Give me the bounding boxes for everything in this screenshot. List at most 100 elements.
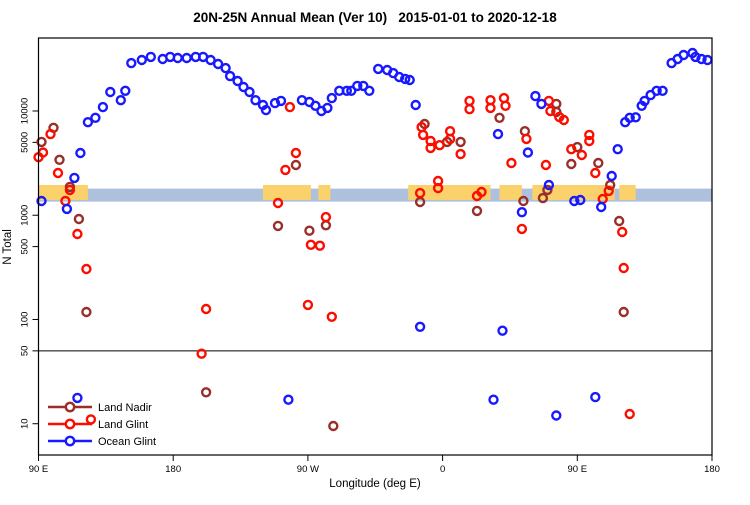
data-point — [425, 142, 436, 154]
data-point — [590, 391, 601, 403]
data-point — [516, 206, 528, 218]
land-band-segment — [38, 184, 88, 200]
legend-marker-ocean-glint-icon — [64, 435, 76, 447]
data-point — [284, 101, 296, 113]
data-point — [64, 184, 76, 196]
data-point — [394, 71, 405, 83]
x-tick-label: 90 W — [297, 464, 319, 475]
data-point — [45, 128, 56, 140]
data-point — [280, 164, 291, 176]
data-point — [569, 195, 580, 207]
data-point — [690, 51, 701, 63]
data-point — [126, 57, 137, 69]
data-point — [696, 53, 707, 65]
data-point — [328, 420, 339, 432]
data-point — [200, 387, 212, 398]
data-point — [105, 86, 116, 98]
data-point — [272, 220, 284, 232]
data-point — [545, 105, 556, 117]
data-point — [464, 95, 475, 107]
data-point — [485, 102, 496, 114]
data-point — [200, 303, 212, 315]
data-point — [542, 184, 553, 196]
data-point — [72, 228, 83, 240]
series-land-nadir — [36, 98, 629, 432]
y-tick-label: 10 — [20, 418, 31, 429]
land-band-segment — [318, 184, 331, 200]
data-point — [537, 192, 549, 204]
x-tick-label: 90 E — [568, 464, 588, 475]
data-point — [341, 85, 352, 97]
data-point — [566, 158, 577, 170]
data-point — [606, 170, 617, 182]
data-point — [260, 104, 272, 116]
legend-item-land-nadir: Land Nadir — [48, 401, 152, 414]
legend-label-land-nadir: Land Nadir — [98, 402, 152, 414]
data-point — [73, 213, 85, 225]
data-point — [521, 133, 532, 145]
data-point — [272, 197, 284, 209]
axis-ticks: 90 E 180 90 W 0 90 E 180 10000 5000 1000 500 100 50… — [20, 98, 720, 475]
legend-label-ocean-glint: Ocean Glint — [98, 436, 156, 448]
data-point — [522, 147, 534, 158]
data-point — [400, 73, 411, 85]
data-point — [612, 143, 623, 155]
data-point — [326, 92, 337, 104]
data-point — [410, 99, 421, 111]
land-band-segment — [499, 184, 522, 200]
data-point — [69, 172, 80, 184]
data-point — [414, 187, 426, 199]
data-point — [82, 116, 94, 128]
data-point — [304, 225, 315, 236]
land-band-segment — [408, 184, 491, 200]
data-point — [464, 103, 475, 115]
data-point — [244, 86, 255, 98]
data-point — [220, 62, 231, 74]
legend-item-land-glint: Land Glint — [48, 418, 148, 431]
data-point — [576, 149, 587, 161]
y-tick-label: 500 — [20, 239, 31, 255]
data-point — [75, 147, 86, 159]
data-point — [52, 167, 64, 179]
series-land-glint — [33, 92, 635, 425]
land-band-segment — [619, 184, 636, 200]
data-point — [530, 90, 541, 102]
data-point — [326, 311, 337, 322]
data-point — [617, 226, 628, 238]
data-point — [414, 321, 426, 332]
x-tick-label: 0 — [440, 464, 445, 475]
data-point — [196, 348, 207, 359]
data-point — [500, 100, 511, 112]
data-point — [575, 194, 586, 206]
data-point — [320, 220, 332, 231]
data-point — [283, 394, 294, 405]
x-tick-label: 180 — [704, 464, 720, 475]
data-point — [352, 80, 363, 92]
data-point — [618, 262, 629, 274]
data-point — [373, 63, 384, 75]
data-point — [238, 81, 249, 93]
y-tick-label: 10000 — [20, 98, 31, 124]
data-point — [136, 54, 148, 66]
data-point — [275, 95, 287, 107]
data-point — [81, 263, 92, 275]
data-point — [584, 135, 595, 147]
chart-title: 20N-25N Annual Mean (Ver 10) 2015-01-01 … — [193, 10, 557, 25]
data-point — [572, 141, 583, 153]
data-point — [471, 205, 483, 217]
y-tick-label: 100 — [20, 312, 31, 328]
data-point — [543, 179, 555, 191]
data-point — [434, 139, 445, 151]
data-point — [476, 186, 487, 198]
legend-item-ocean-glint: Ocean Glint — [48, 435, 156, 448]
data-point — [518, 195, 529, 207]
data-point — [657, 85, 668, 97]
data-point — [540, 159, 552, 171]
series-ocean-glint — [36, 47, 713, 421]
data-point — [558, 114, 569, 126]
data-point — [120, 85, 131, 97]
data-point — [232, 75, 243, 87]
data-point — [302, 299, 314, 311]
